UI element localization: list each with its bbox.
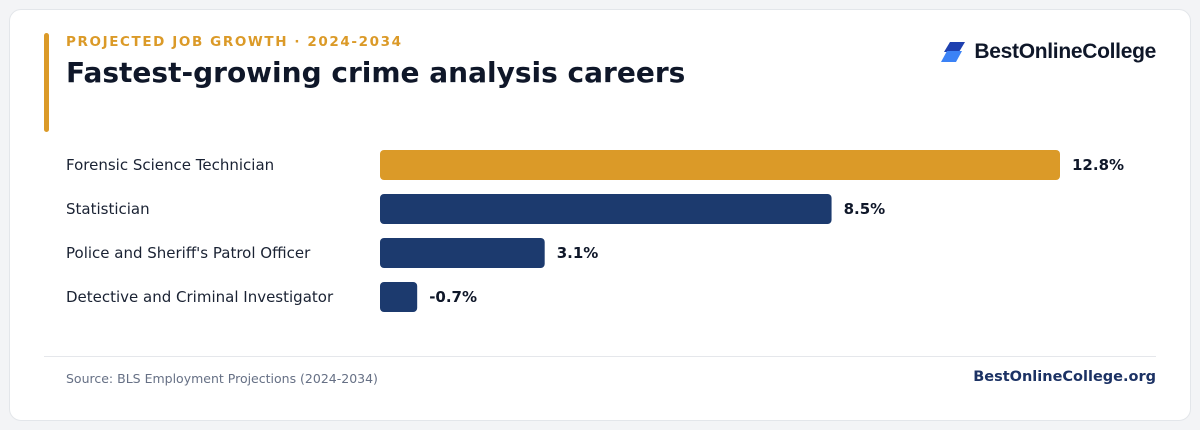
category-label: Statistician xyxy=(66,200,150,218)
brand-name: BestOnlineCollege xyxy=(974,40,1156,63)
accent-bar xyxy=(44,33,49,132)
bar-chart: Forensic Science Technician 12.8% Statisti… xyxy=(66,150,1124,312)
logo-mark-back xyxy=(944,42,966,52)
chart-title: Fastest-growing crime analysis careers xyxy=(66,56,686,89)
logo-mark-front xyxy=(941,51,963,62)
value-label: 8.5% xyxy=(844,200,886,218)
bar xyxy=(380,238,545,268)
category-label: Forensic Science Technician xyxy=(66,156,274,174)
brand-logo[interactable]: BestOnlineCollege xyxy=(940,40,1156,64)
bar xyxy=(380,282,418,312)
value-label: 3.1% xyxy=(557,244,599,262)
source-note: Source: BLS Employment Projections (2024… xyxy=(66,371,378,386)
stacked-parallelogram-logo-icon xyxy=(941,42,966,62)
footer-divider xyxy=(44,356,1156,357)
category-label: Detective and Criminal Investigator xyxy=(66,288,334,306)
value-label: 12.8% xyxy=(1072,156,1124,174)
value-label: -0.7% xyxy=(429,288,477,306)
bar xyxy=(380,150,1060,180)
category-label: Police and Sheriff's Patrol Officer xyxy=(66,244,311,262)
chart-kicker: PROJECTED JOB GROWTH · 2024-2034 xyxy=(66,34,403,50)
bar xyxy=(380,194,832,224)
site-link[interactable]: BestOnlineCollege.org xyxy=(973,369,1156,385)
